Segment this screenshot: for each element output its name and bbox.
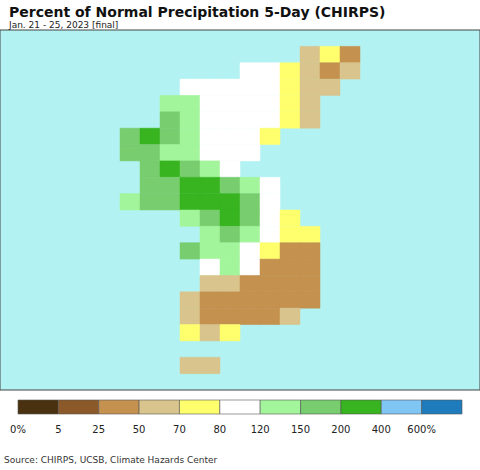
svg-text:50: 50 [133, 424, 146, 435]
svg-text:Source: CHIRPS, UCSB, Climate: Source: CHIRPS, UCSB, Climate Hazards Ce… [4, 455, 218, 465]
svg-text:120: 120 [251, 424, 270, 435]
svg-text:Percent of Normal Precipitatio: Percent of Normal Precipitation 5-Day (C… [9, 4, 386, 20]
svg-text:150: 150 [291, 424, 310, 435]
svg-text:0%: 0% [10, 424, 26, 435]
svg-text:5: 5 [55, 424, 61, 435]
svg-text:70: 70 [173, 424, 186, 435]
svg-text:600%: 600% [407, 424, 436, 435]
svg-text:80: 80 [213, 424, 226, 435]
svg-text:200: 200 [331, 424, 350, 435]
svg-text:400: 400 [372, 424, 391, 435]
svg-text:25: 25 [92, 424, 105, 435]
svg-text:Jan. 21 - 25, 2023 [final]: Jan. 21 - 25, 2023 [final] [8, 20, 118, 30]
